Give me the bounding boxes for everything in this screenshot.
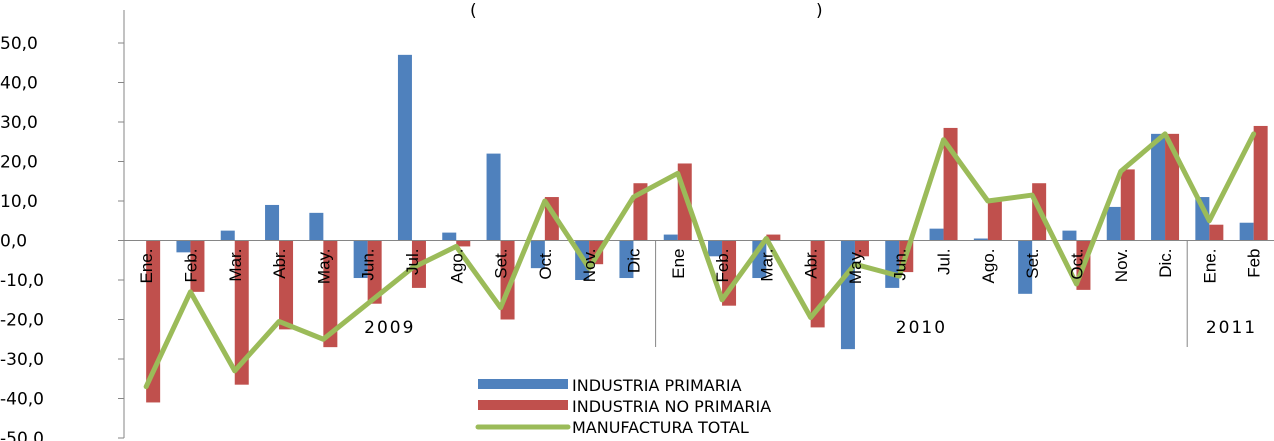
category-label: Mar. xyxy=(757,249,776,282)
bar-primaria xyxy=(176,240,191,253)
category-label: Dic xyxy=(624,248,643,273)
bar-primaria xyxy=(1018,240,1033,294)
category-label: Feb. xyxy=(713,249,732,283)
category-label: Abr. xyxy=(270,249,289,279)
category-label: Set. xyxy=(1023,249,1042,279)
bar-primaria xyxy=(442,232,457,241)
category-label: Nov. xyxy=(1112,249,1131,283)
year-label: 2009 xyxy=(364,318,415,338)
bar-no-primaria xyxy=(234,240,249,385)
bar-no-primaria xyxy=(1120,169,1135,241)
chart-title-close: ) xyxy=(816,1,823,21)
category-label: Ene xyxy=(669,249,688,279)
legend-label: MANUFACTURA TOTAL xyxy=(572,418,749,437)
chart-title-open: ( xyxy=(470,1,477,21)
y-tick-label: -50,0 xyxy=(0,429,44,441)
y-tick-label: -40,0 xyxy=(0,390,44,410)
category-label: Feb xyxy=(1245,249,1264,278)
bar-no-primaria xyxy=(1165,133,1180,241)
y-tick-label: 0,0 xyxy=(0,232,27,252)
bar-primaria xyxy=(486,153,501,241)
category-label: Dic. xyxy=(1156,249,1175,278)
y-tick-label: -10,0 xyxy=(0,271,44,291)
y-tick-label: 20,0 xyxy=(0,153,38,173)
bar-no-primaria xyxy=(987,201,1002,241)
category-label: Jul. xyxy=(403,249,422,275)
bar-no-primaria xyxy=(766,234,781,241)
category-label: Feb. xyxy=(181,249,200,283)
legend-label: INDUSTRIA PRIMARIA xyxy=(572,376,742,395)
bar-no-primaria xyxy=(190,240,205,292)
y-tick-label: -30,0 xyxy=(0,350,44,370)
bar-no-primaria xyxy=(279,240,294,330)
category-label: Oct. xyxy=(1067,249,1086,280)
year-label: 2011 xyxy=(1206,318,1257,338)
labels-layer: 50,0 40,0 30,0 20,0 10,0 0,0 -10,0 -20,0 -30,0 -4… xyxy=(0,34,1264,441)
category-label: Abr. xyxy=(802,249,821,279)
y-tick-label: -20,0 xyxy=(0,311,44,331)
bar-primaria xyxy=(1239,222,1254,241)
legend-label: INDUSTRIA NO PRIMARIA xyxy=(572,397,771,416)
line-layer xyxy=(143,131,1257,390)
bar-primaria xyxy=(220,230,235,241)
bar-primaria xyxy=(530,240,545,269)
category-label: Set. xyxy=(492,249,511,279)
bar-no-primaria xyxy=(456,240,471,247)
bar-primaria xyxy=(1062,230,1077,241)
bar-primaria xyxy=(663,234,678,241)
bar-primaria xyxy=(619,240,634,279)
bar-primaria xyxy=(1151,133,1166,241)
bar-primaria xyxy=(1106,206,1121,241)
category-label: Jul. xyxy=(935,249,954,275)
bar-primaria xyxy=(973,238,988,241)
bar-primaria xyxy=(929,228,944,241)
bar-no-primaria xyxy=(367,240,382,304)
legend-swatch xyxy=(478,379,568,389)
category-label: Ene. xyxy=(137,249,156,284)
category-label: May. xyxy=(314,249,333,285)
y-tick-label: 40,0 xyxy=(0,74,38,94)
bar-no-primaria xyxy=(1253,125,1268,241)
line-manufactura-total xyxy=(143,131,1257,390)
legend: INDUSTRIA PRIMARIA INDUSTRIA NO PRIMARIA M… xyxy=(475,376,771,437)
y-tick-label: 30,0 xyxy=(0,113,38,133)
y-tick-label: 10,0 xyxy=(0,192,38,212)
bar-no-primaria xyxy=(854,240,869,257)
category-label: Ago. xyxy=(979,249,998,284)
bar-no-primaria xyxy=(1209,224,1224,241)
category-label: Ago. xyxy=(447,249,466,284)
bar-primaria xyxy=(397,54,412,241)
category-label: Jun. xyxy=(359,249,378,281)
legend-swatch xyxy=(478,400,568,410)
bar-primaria xyxy=(353,240,368,279)
bar-no-primaria xyxy=(323,240,338,348)
category-label: Mar. xyxy=(226,249,245,282)
bar-primaria xyxy=(1195,197,1210,241)
y-tick-label: 50,0 xyxy=(0,34,38,54)
bar-primaria xyxy=(265,204,280,241)
category-label: Ene. xyxy=(1200,249,1219,284)
category-label: Oct. xyxy=(536,249,555,280)
category-label: May. xyxy=(846,249,865,285)
category-label: Jun. xyxy=(890,249,909,281)
category-label: Nov. xyxy=(580,249,599,283)
year-label: 2010 xyxy=(896,318,947,338)
bar-primaria xyxy=(708,240,723,257)
bar-primaria xyxy=(309,212,324,241)
